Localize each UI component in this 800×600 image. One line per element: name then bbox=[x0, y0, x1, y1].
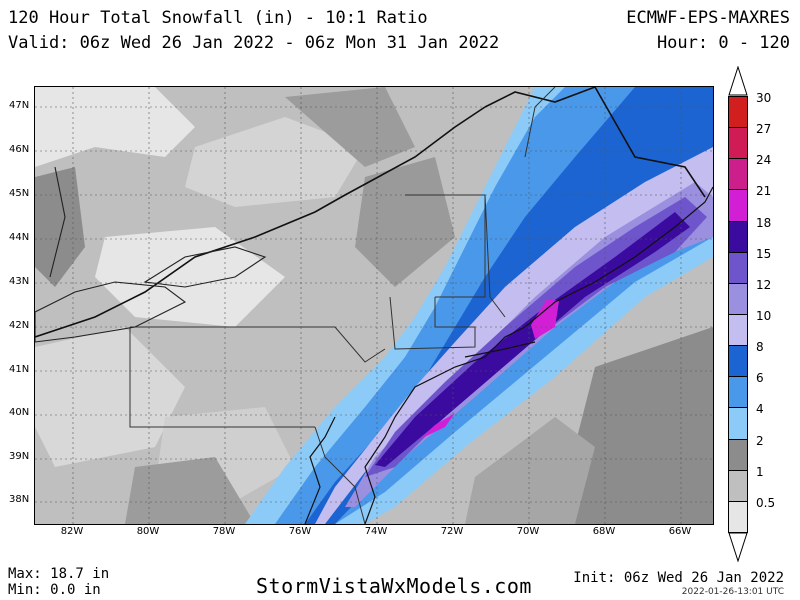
dark-gray-patch bbox=[355, 157, 455, 287]
valid-time: Valid: 06z Wed 26 Jan 2022 - 06z Mon 31 … bbox=[8, 33, 500, 53]
init-time: Init: 06z Wed 26 Jan 2022 bbox=[573, 570, 784, 586]
legend-swatch bbox=[728, 251, 748, 284]
legend-value: 4 bbox=[756, 402, 764, 417]
legend-swatch bbox=[728, 407, 748, 440]
legend-swatch bbox=[728, 438, 748, 471]
legend-swatch bbox=[728, 376, 748, 409]
legend-value: 15 bbox=[756, 246, 772, 261]
legend-swatch bbox=[728, 469, 748, 502]
country-border bbox=[35, 87, 706, 338]
generated-timestamp: 2022-01-26-13:01 UTC bbox=[681, 587, 784, 597]
legend-value: 12 bbox=[756, 277, 772, 292]
color-legend bbox=[728, 96, 748, 533]
lat-label: 45N bbox=[9, 188, 30, 199]
model-name: ECMWF-EPS-MAXRES bbox=[626, 8, 790, 28]
lon-label: 78W bbox=[212, 526, 236, 537]
dark-gray-patch bbox=[465, 417, 595, 524]
snow-band-18in bbox=[375, 212, 690, 467]
coastline bbox=[304, 186, 713, 524]
lat-label: 41N bbox=[9, 364, 30, 375]
legend-value: 2 bbox=[756, 433, 764, 448]
lon-label: 66W bbox=[668, 526, 692, 537]
legend-swatch bbox=[728, 189, 748, 222]
legend-value: 0.5 bbox=[756, 495, 776, 510]
dark-gray-patch bbox=[285, 87, 415, 167]
graticule bbox=[35, 87, 713, 524]
lat-label: 47N bbox=[9, 100, 30, 111]
legend-value: 24 bbox=[756, 153, 772, 168]
light-snow-patch bbox=[35, 327, 185, 467]
lon-label: 72W bbox=[440, 526, 464, 537]
legend-arrow-down-icon bbox=[728, 532, 748, 562]
legend-arrow-up-icon bbox=[728, 66, 748, 96]
legend-swatch bbox=[728, 220, 748, 253]
snow-max-21in bbox=[420, 413, 455, 439]
legend-swatch bbox=[728, 345, 748, 378]
lon-label: 70W bbox=[516, 526, 540, 537]
lon-label: 80W bbox=[136, 526, 160, 537]
dark-gray-patch bbox=[35, 167, 85, 287]
legend-swatch bbox=[728, 314, 748, 347]
lon-label: 82W bbox=[60, 526, 84, 537]
lat-label: 39N bbox=[9, 451, 30, 462]
lat-label: 44N bbox=[9, 232, 30, 243]
legend-value: 6 bbox=[756, 371, 764, 386]
lon-label: 74W bbox=[364, 526, 388, 537]
snowfall-map bbox=[34, 86, 714, 525]
dark-gray-patch bbox=[125, 457, 255, 524]
lat-label: 42N bbox=[9, 320, 30, 331]
light-snow-patch bbox=[185, 117, 365, 207]
legend-value: 21 bbox=[756, 184, 772, 199]
legend-swatch bbox=[728, 500, 748, 533]
legend-swatch bbox=[728, 96, 748, 129]
legend-value: 10 bbox=[756, 309, 772, 323]
site-watermark: StormVistaWxModels.com bbox=[256, 574, 532, 598]
legend-swatch bbox=[728, 282, 748, 315]
snowfall-map-canvas bbox=[35, 87, 713, 524]
state-borders bbox=[129, 87, 556, 524]
lon-label: 68W bbox=[592, 526, 616, 537]
legend-value: 8 bbox=[756, 340, 764, 355]
lat-label: 40N bbox=[9, 407, 30, 418]
forecast-hour-range: Hour: 0 - 120 bbox=[656, 33, 790, 53]
lon-label: 76W bbox=[288, 526, 312, 537]
legend-value: 27 bbox=[756, 122, 772, 137]
lat-label: 46N bbox=[9, 144, 30, 155]
lat-label: 38N bbox=[9, 494, 30, 505]
legend-swatch bbox=[728, 127, 748, 160]
great-lakes bbox=[35, 166, 267, 343]
dark-gray-patch bbox=[555, 327, 713, 524]
legend-value: 18 bbox=[756, 215, 772, 230]
min-value: Min: 0.0 in bbox=[8, 582, 101, 598]
snow-max-21in bbox=[531, 299, 559, 339]
lat-label: 43N bbox=[9, 276, 30, 287]
max-value: Max: 18.7 in bbox=[8, 566, 110, 582]
legend-value: 30 bbox=[756, 91, 772, 105]
light-snow-patch bbox=[95, 227, 285, 327]
legend-swatch bbox=[728, 158, 748, 191]
map-title: 120 Hour Total Snowfall (in) - 10:1 Rati… bbox=[8, 8, 428, 28]
legend-value: 1 bbox=[756, 464, 764, 479]
